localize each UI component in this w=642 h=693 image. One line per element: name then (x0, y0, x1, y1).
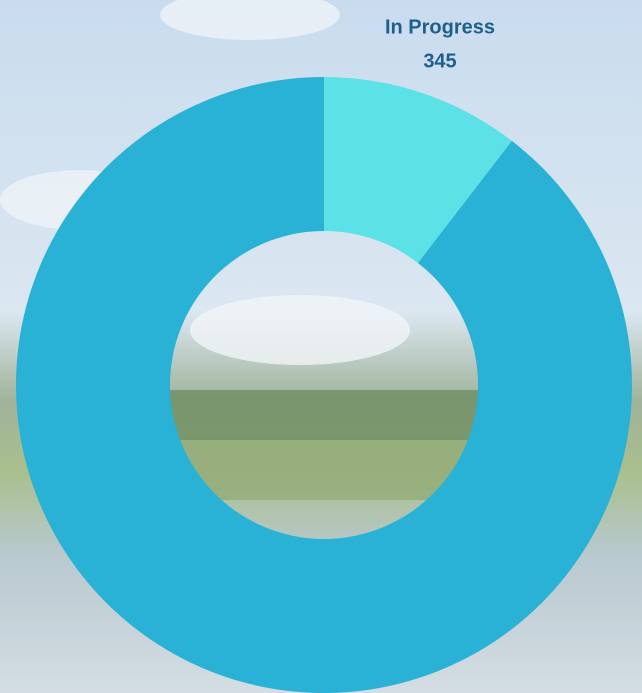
cloud (190, 295, 410, 365)
treeline (170, 390, 480, 440)
marsh (170, 440, 480, 500)
slice-label: In Progress (385, 16, 495, 38)
chart: In Progress 345 (0, 0, 642, 693)
slice-value: 345 (423, 50, 456, 72)
page: {"chart_data": {"type": "donut", "catego… (0, 0, 642, 693)
